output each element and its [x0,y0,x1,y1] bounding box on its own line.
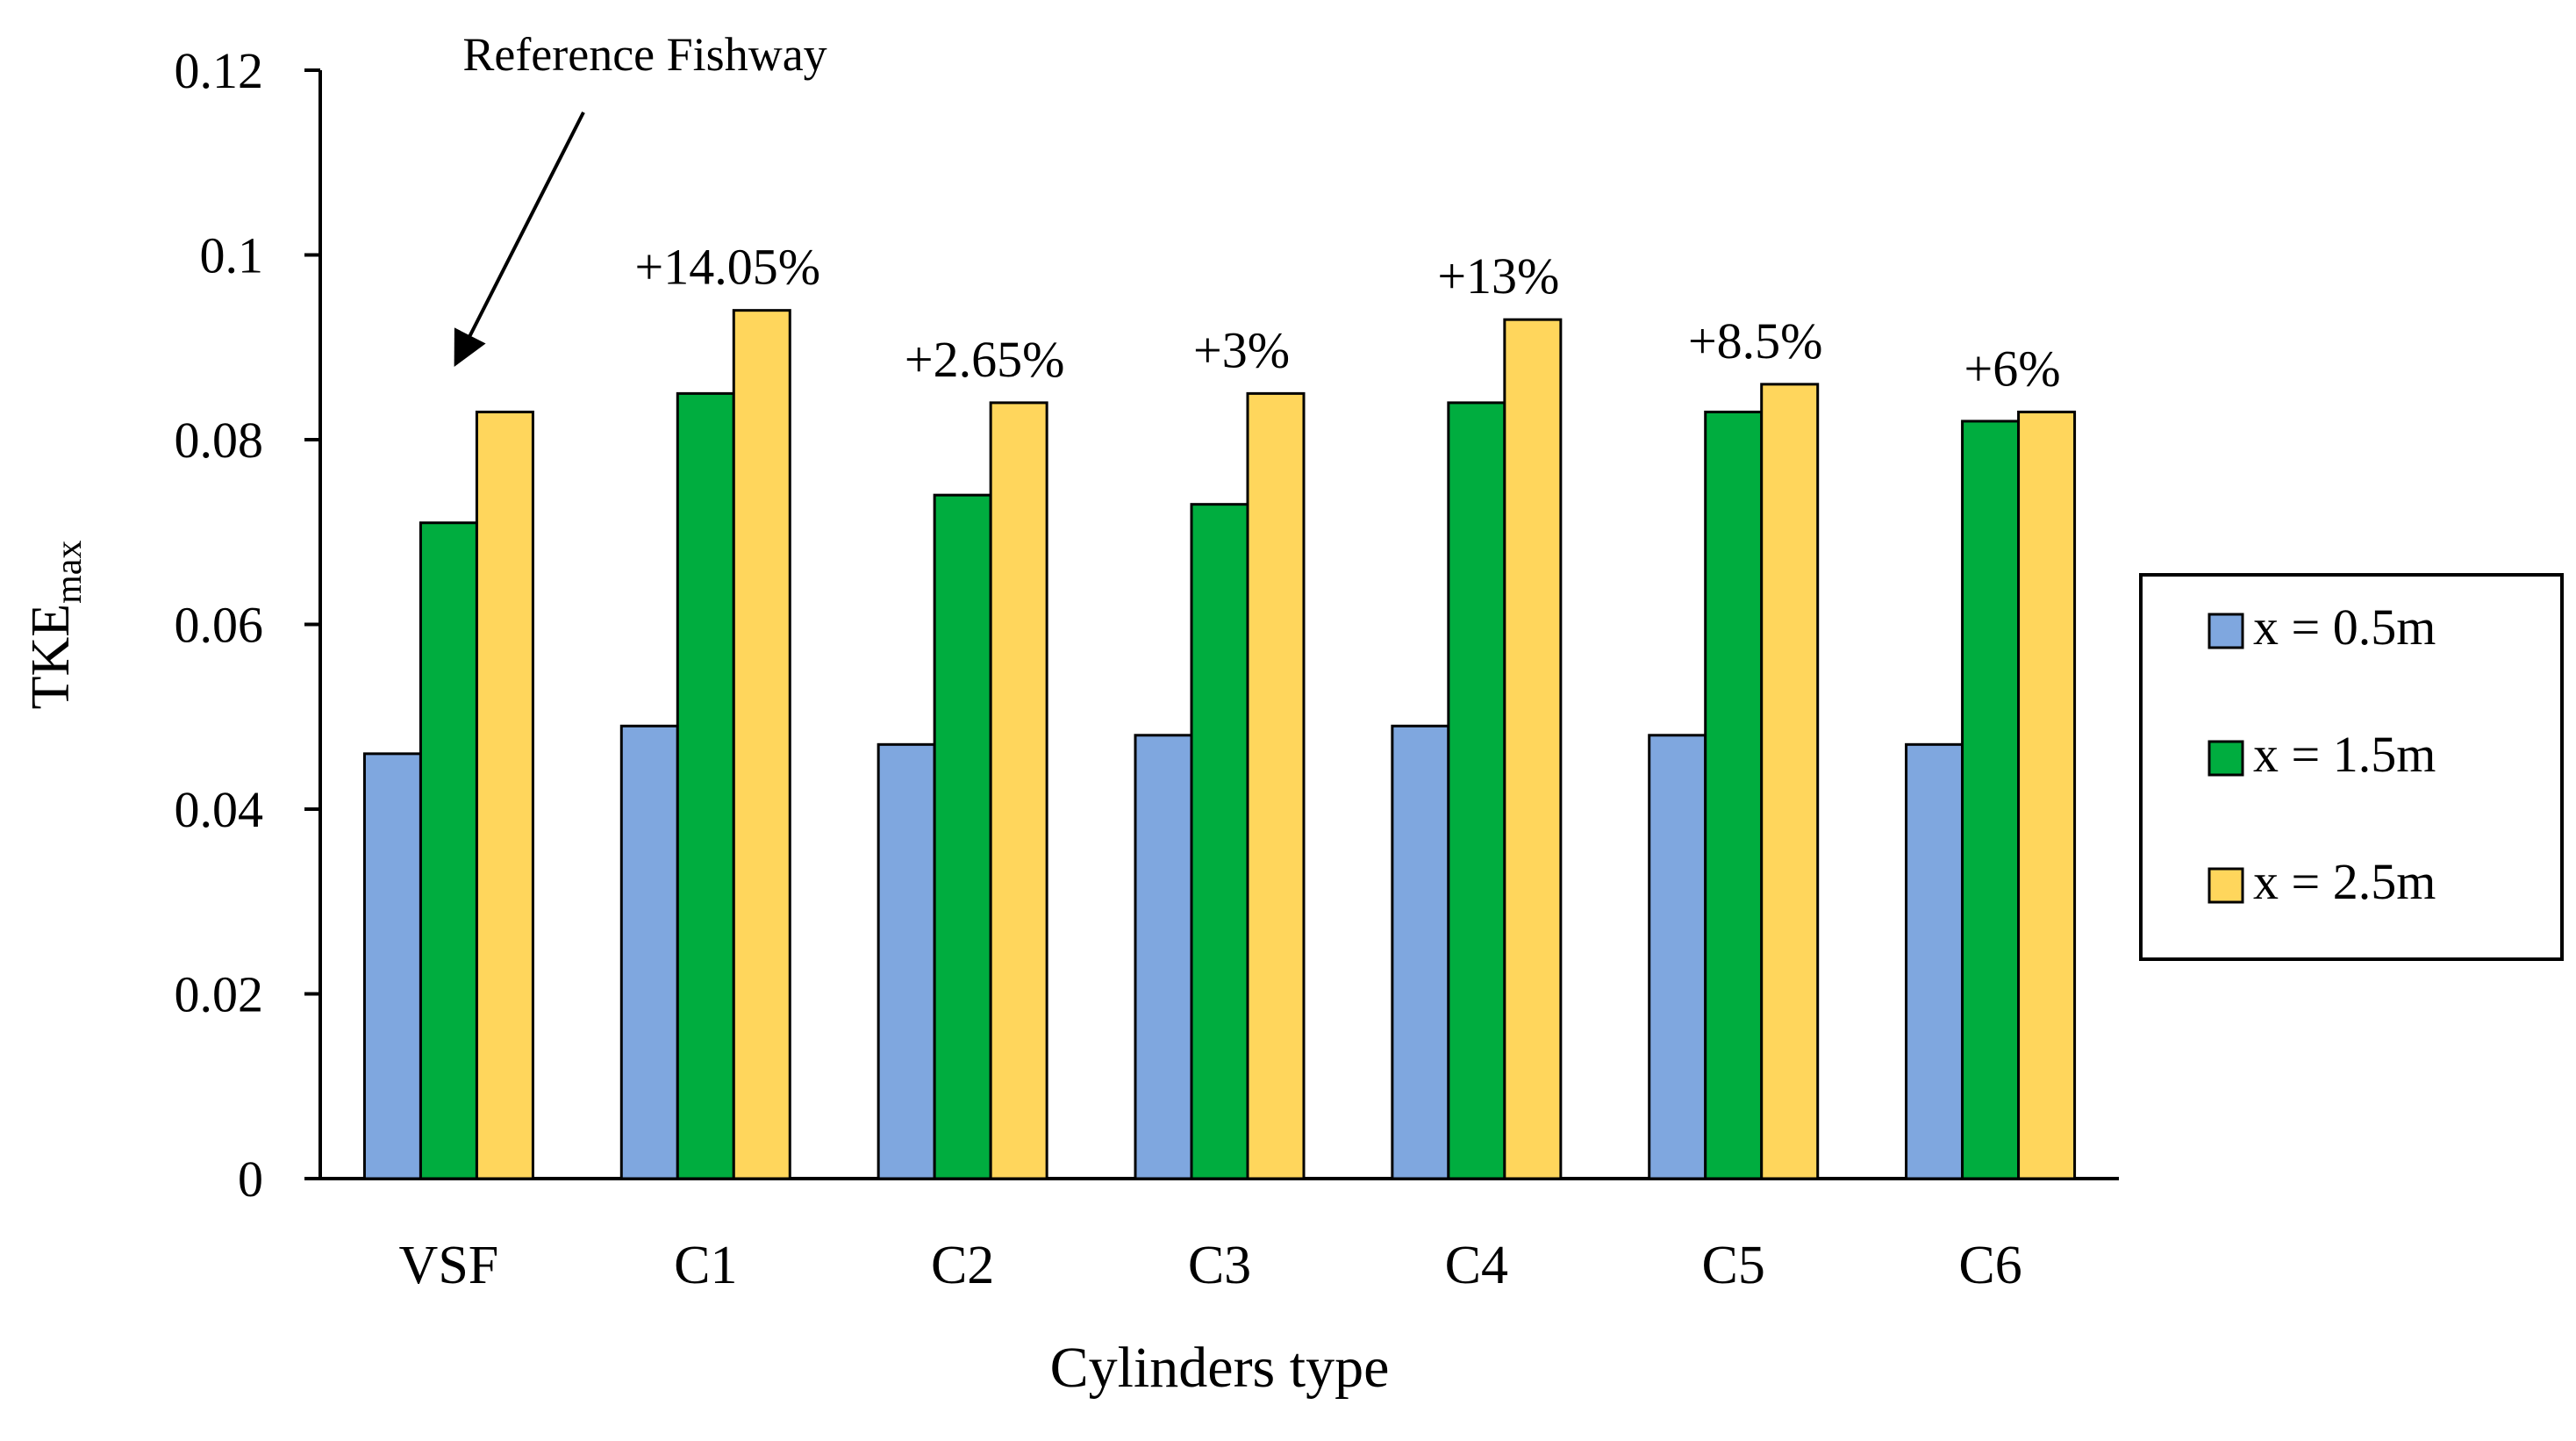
x-tick-label: C2 [931,1236,994,1295]
bar-c3-series-2 [1190,503,1249,1180]
percent-annotation: +8.5% [1688,312,1823,369]
bar-c4-series-3 [1503,318,1563,1180]
bar-c1-series-1 [619,724,679,1180]
reference-label: Reference Fishway [462,28,826,81]
legend-swatch-series-3 [2207,867,2244,904]
bar-c2-series-2 [933,493,992,1180]
bar-c1-series-2 [676,391,735,1180]
y-tick-label: 0.04 [175,781,264,838]
percent-annotation: +6% [1964,340,2061,397]
bar-c5-series-1 [1648,734,1707,1180]
bar-c5-series-3 [1760,383,1820,1180]
x-tick-label: C6 [1958,1236,2021,1295]
x-axis: VSF C1 C2 C3 C4 C5 C6 [320,1177,2119,1295]
annotations: +14.05% +2.65% +3% +13% +8.5% +6% Reference Fi… [454,28,2061,397]
y-tick-label: 0.02 [175,966,264,1023]
x-axis-title: Cylinders type [1050,1336,1390,1400]
legend-swatch-series-2 [2207,740,2244,777]
bar-c6-series-2 [1961,419,2021,1180]
percent-annotation: +2.65% [905,331,1065,388]
reference-arrow [454,111,585,367]
bar-vsf-series-1 [362,752,422,1180]
x-tick-label: C1 [674,1236,737,1295]
percent-annotation: +13% [1437,247,1559,305]
y-tick-label: 0.08 [175,412,264,469]
bar-c6-series-3 [2017,410,2077,1180]
legend-label-series-2: x = 1.5m [2253,726,2436,783]
bar-c4-series-2 [1447,401,1506,1180]
y-tick-label: 0.12 [175,42,264,99]
bar-c2-series-1 [877,742,936,1180]
y-tick-label: 0.06 [175,597,264,654]
y-axis-title-main: TKE [21,604,81,710]
legend-label-series-1: x = 0.5m [2253,599,2436,656]
x-tick-label: C4 [1445,1236,1508,1295]
x-tick-label: C3 [1188,1236,1251,1295]
bar-c2-series-3 [989,401,1048,1180]
x-tick-label: VSF [399,1236,499,1295]
y-tick-label: 0 [238,1151,263,1208]
percent-annotation: +3% [1193,321,1290,378]
y-axis: 0 0.02 0.04 0.06 0.08 0.1 0.12 [175,42,322,1208]
bar-vsf-series-2 [419,521,478,1180]
percent-annotation: +14.05% [635,239,821,296]
bar-c1-series-3 [732,309,791,1180]
y-axis-title: TKEmax [21,541,89,710]
bars [362,309,2077,1180]
bar-c3-series-3 [1246,391,1306,1180]
x-tick-label: C5 [1702,1236,1765,1295]
bar-c5-series-2 [1704,410,1764,1180]
legend: x = 0.5m x = 1.5m x = 2.5m [2139,573,2564,961]
legend-swatch-series-1 [2207,613,2244,649]
y-axis-title-subscript: max [49,541,89,604]
legend-label-series-3: x = 2.5m [2253,853,2436,910]
bar-c3-series-1 [1134,734,1193,1180]
y-tick-label: 0.1 [200,227,264,284]
bar-c4-series-1 [1391,724,1450,1180]
bar-c6-series-1 [1905,742,1964,1180]
bar-vsf-series-3 [475,410,534,1180]
